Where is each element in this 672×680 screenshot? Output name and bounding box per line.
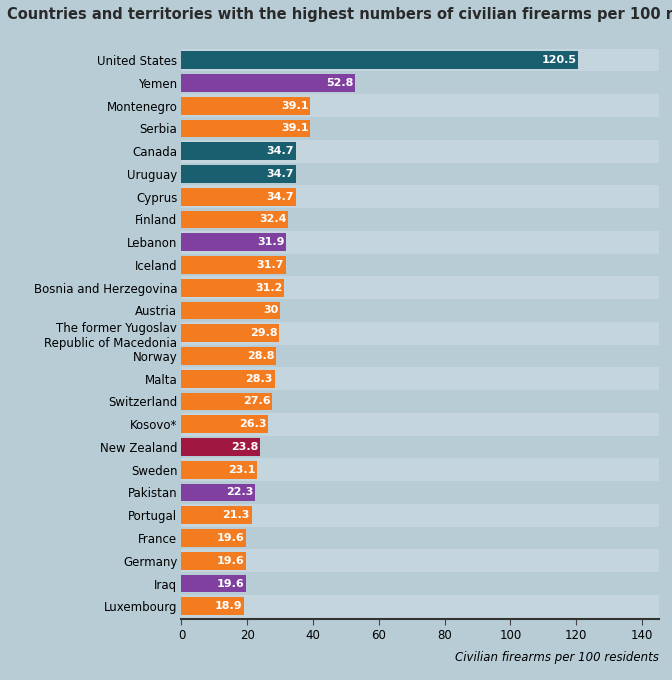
Bar [181,392,272,410]
Bar [181,185,659,208]
Bar [181,347,276,365]
Bar [181,575,246,592]
Bar [181,507,251,524]
Bar [181,51,578,69]
Bar [181,483,255,501]
Bar [181,208,659,231]
Bar [181,438,260,456]
Text: 28.8: 28.8 [247,351,275,361]
Text: 19.6: 19.6 [216,579,245,588]
Bar [181,461,257,479]
Bar [181,49,659,71]
Bar [181,390,659,413]
Bar [181,481,659,504]
Bar [181,74,355,92]
Text: 34.7: 34.7 [267,192,294,202]
Bar [181,415,268,433]
Bar [181,595,659,617]
Bar [181,188,296,205]
Bar [181,276,659,299]
Bar [181,95,659,117]
Text: 34.7: 34.7 [267,146,294,156]
Bar [181,436,659,458]
Text: 31.7: 31.7 [257,260,284,270]
Text: 22.3: 22.3 [226,488,253,498]
Bar [181,370,275,388]
Bar [181,117,659,140]
Bar [181,324,280,342]
Bar [181,163,659,185]
Bar [181,211,288,228]
Bar [181,549,659,572]
Text: 21.3: 21.3 [222,510,250,520]
Text: 52.8: 52.8 [326,78,353,88]
Text: 18.9: 18.9 [214,601,242,611]
Bar [181,231,659,254]
Bar [181,233,286,251]
Bar [181,552,246,570]
Bar [181,279,284,296]
X-axis label: Civilian firearms per 100 residents: Civilian firearms per 100 residents [455,651,659,664]
Bar [181,529,246,547]
Text: 26.3: 26.3 [239,420,266,429]
Bar [181,142,296,160]
Text: 39.1: 39.1 [281,123,308,133]
Text: 30: 30 [263,305,278,316]
Text: 23.1: 23.1 [228,464,256,475]
Bar [181,97,310,114]
Text: 39.1: 39.1 [281,101,308,111]
Bar [181,254,659,276]
Text: 120.5: 120.5 [542,55,577,65]
Bar [181,598,244,615]
Text: 23.8: 23.8 [230,442,258,452]
Text: 32.4: 32.4 [259,214,286,224]
Bar [181,458,659,481]
Bar [181,526,659,549]
Bar [181,322,659,345]
Text: 34.7: 34.7 [267,169,294,179]
Bar [181,165,296,183]
Text: 28.3: 28.3 [245,374,273,384]
Text: 27.6: 27.6 [243,396,271,407]
Text: 29.8: 29.8 [250,328,278,338]
Bar [181,301,280,320]
Bar [181,367,659,390]
Bar [181,299,659,322]
Bar [181,256,286,274]
Text: Countries and territories with the highest numbers of civilian firearms per 100 : Countries and territories with the highe… [7,7,672,22]
Text: 31.9: 31.9 [257,237,285,247]
Text: 19.6: 19.6 [216,556,245,566]
Bar [181,140,659,163]
Bar [181,413,659,436]
Bar [181,120,310,137]
Text: 31.2: 31.2 [255,283,282,292]
Bar [181,504,659,526]
Text: 19.6: 19.6 [216,533,245,543]
Bar [181,71,659,95]
Bar [181,345,659,367]
Bar [181,572,659,595]
